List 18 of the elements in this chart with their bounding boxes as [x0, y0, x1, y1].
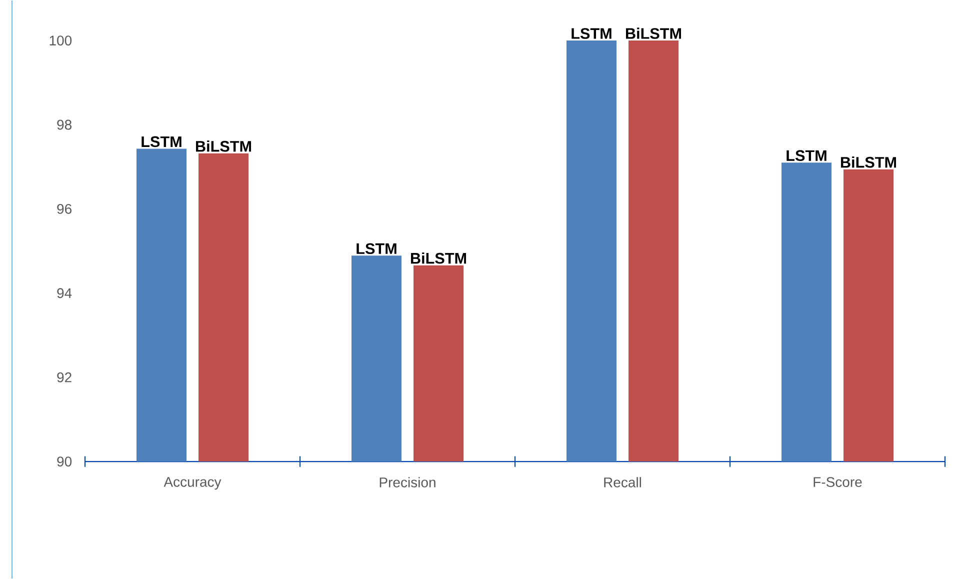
- text: LSTM: [142, 136, 182, 148]
- text: BiLSTM: [410, 252, 466, 264]
- text: LSTM: [786, 150, 826, 161]
- series-label: LSTM: [572, 28, 612, 39]
- y-tick-label: 92: [57, 372, 72, 382]
- x-tick-label: Precision: [380, 477, 436, 488]
- text: LSTM: [356, 243, 396, 254]
- text: BiLSTM: [840, 156, 896, 168]
- x-tick-label: F-Score: [814, 477, 862, 487]
- y-tick-label: 90: [57, 456, 72, 466]
- y-tick-label: 94: [57, 288, 72, 298]
- y-tick-label: 98: [57, 120, 72, 130]
- y-tick-label: 96: [57, 204, 72, 214]
- x-tick-label: Accuracy: [164, 477, 222, 490]
- y-tick-label: 100: [50, 36, 72, 46]
- text: BiLSTM: [626, 28, 682, 39]
- x-tick-label: Recall: [604, 477, 642, 488]
- series-label: BiLSTM: [196, 140, 252, 152]
